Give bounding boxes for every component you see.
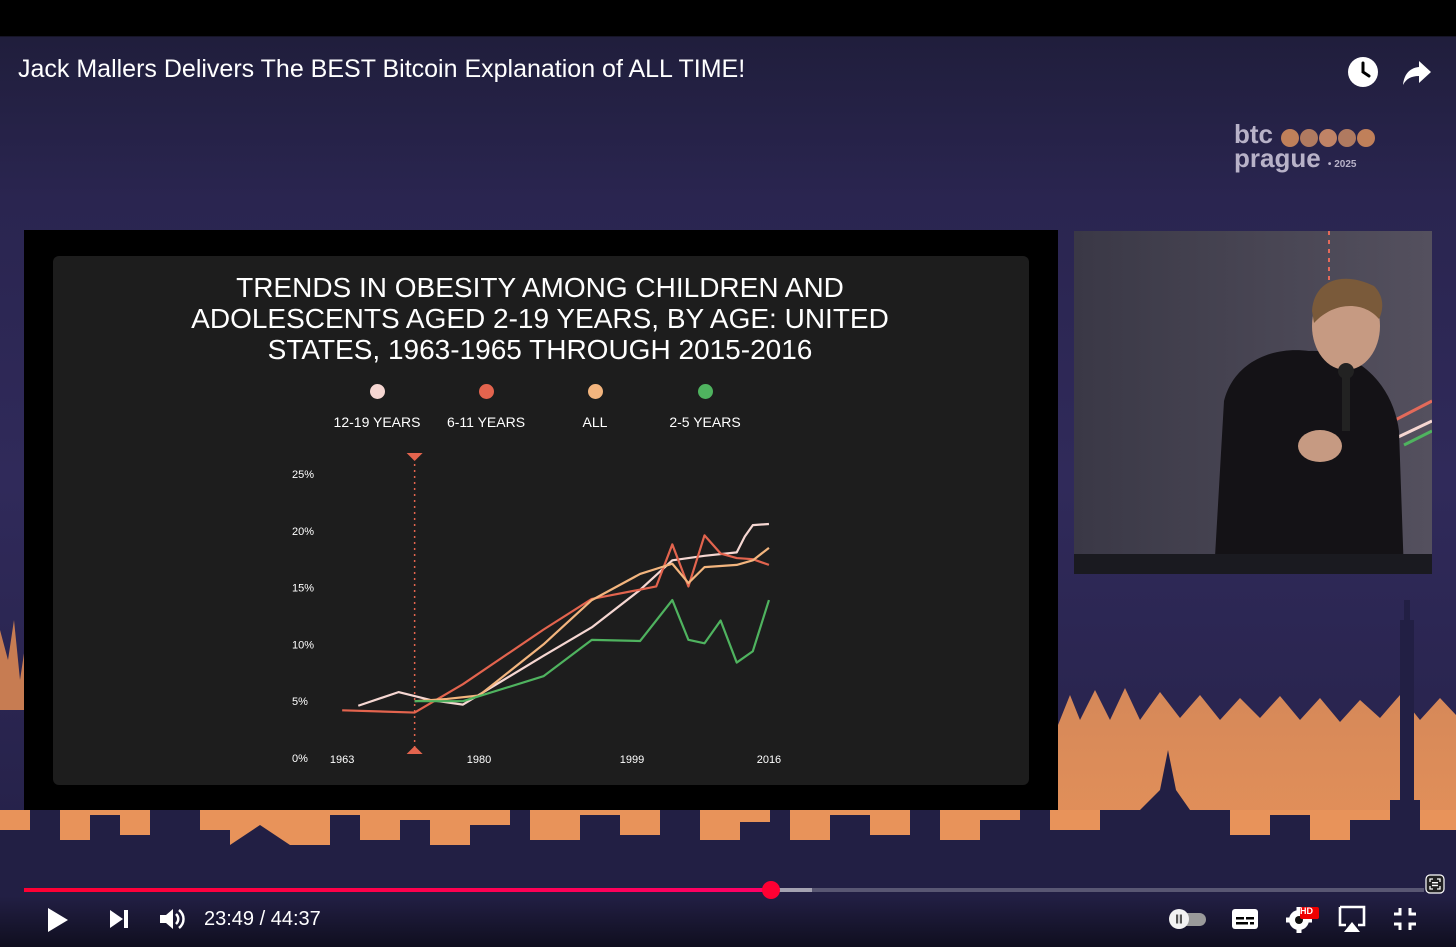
y-tick-label: 0% bbox=[292, 753, 308, 765]
time-display: 23:49 / 44:37 bbox=[204, 908, 321, 931]
brand-line2-row: prague • 2025 bbox=[1234, 143, 1357, 177]
x-tick-label: 2016 bbox=[757, 754, 781, 766]
x-tick-label: 1963 bbox=[330, 754, 354, 766]
y-tick-label: 5% bbox=[292, 696, 308, 708]
legend-item-all: ALL bbox=[525, 384, 665, 430]
series-line-2-5-years bbox=[414, 598, 770, 703]
volume-icon[interactable] bbox=[158, 906, 186, 932]
y-tick-label: 15% bbox=[292, 583, 314, 595]
legend-dot bbox=[697, 384, 713, 399]
series-line-6-11-years bbox=[342, 534, 770, 714]
settings-gear-icon[interactable] bbox=[1284, 904, 1320, 934]
screenshot-icon[interactable] bbox=[1425, 874, 1445, 894]
brand-dot bbox=[1357, 129, 1375, 147]
duration: 44:37 bbox=[270, 908, 321, 930]
stage-floor bbox=[1074, 554, 1432, 574]
time-separator: / bbox=[254, 908, 271, 930]
next-icon[interactable] bbox=[108, 908, 130, 930]
legend-dot bbox=[478, 384, 494, 399]
hd-badge: HD bbox=[1300, 906, 1313, 916]
btc-prague-logo: btc prague • 2025 bbox=[1234, 119, 1357, 177]
legend-item-12-19: 12-19 YEARS bbox=[307, 384, 447, 430]
slide-panel bbox=[53, 256, 1029, 785]
progress-played bbox=[24, 888, 771, 892]
current-time: 23:49 bbox=[204, 908, 255, 930]
controls-gradient bbox=[0, 896, 1456, 947]
legend-dot bbox=[369, 384, 385, 399]
brand-dot bbox=[1338, 129, 1356, 147]
autoplay-toggle-icon[interactable] bbox=[1166, 908, 1210, 930]
speaker-figure bbox=[1214, 231, 1432, 574]
legend-dot bbox=[587, 384, 603, 399]
brand-dot bbox=[1281, 129, 1299, 147]
y-tick-label: 10% bbox=[292, 639, 314, 651]
legend-item-6-11: 6-11 YEARS bbox=[416, 384, 556, 430]
brand-year: • 2025 bbox=[1327, 159, 1357, 170]
x-tick-label: 1999 bbox=[620, 754, 644, 766]
play-icon[interactable] bbox=[46, 906, 70, 934]
y-tick-label: 25% bbox=[292, 469, 314, 481]
series-line-12-19-years bbox=[357, 522, 770, 707]
speaker-camera-inset bbox=[1074, 231, 1432, 574]
legend-label: 12-19 YEARS bbox=[333, 414, 421, 430]
legend-label: 6-11 YEARS bbox=[446, 414, 526, 430]
legend-item-2-5: 2-5 YEARS bbox=[635, 384, 775, 430]
brand-line2: prague bbox=[1234, 143, 1321, 173]
brand-dots bbox=[1281, 129, 1375, 147]
airplay-icon[interactable] bbox=[1336, 904, 1368, 934]
y-tick-label: 20% bbox=[292, 526, 314, 538]
marker-triangle-bottom bbox=[406, 746, 423, 754]
obesity-line-chart: 25% 20% 15% 10% 5% 0% 1963 1980 1999 2016 bbox=[292, 453, 781, 766]
clock-icon[interactable] bbox=[1347, 56, 1379, 88]
exit-fullscreen-icon[interactable] bbox=[1392, 906, 1418, 932]
video-title[interactable]: Jack Mallers Delivers The BEST Bitcoin E… bbox=[18, 55, 746, 83]
brand-dot bbox=[1300, 129, 1318, 147]
share-arrow-icon[interactable] bbox=[1401, 56, 1433, 88]
x-tick-label: 1980 bbox=[467, 754, 491, 766]
series-line-all bbox=[414, 546, 770, 703]
chart-title: TRENDS IN OBESITY AMONG CHILDREN AND ADO… bbox=[191, 272, 889, 365]
marker-triangle-top bbox=[406, 453, 423, 461]
brand-dot bbox=[1319, 129, 1337, 147]
legend-label: ALL bbox=[582, 414, 608, 430]
subtitles-icon[interactable] bbox=[1230, 907, 1260, 931]
scrubber-handle[interactable] bbox=[761, 881, 780, 899]
brand-line1: btc bbox=[1234, 119, 1273, 149]
legend-label: 2-5 YEARS bbox=[669, 414, 741, 430]
top-black-bar bbox=[0, 0, 1456, 36]
